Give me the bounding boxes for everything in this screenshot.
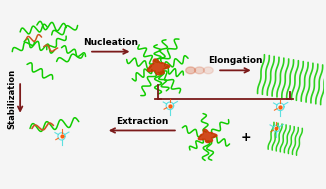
Text: Stabilization: Stabilization [8, 69, 17, 129]
Text: +: + [241, 131, 251, 144]
Polygon shape [198, 129, 217, 143]
Polygon shape [147, 59, 170, 75]
Text: Extraction: Extraction [116, 117, 169, 125]
Text: Nucleation: Nucleation [83, 38, 138, 47]
Polygon shape [186, 67, 196, 74]
Text: Elongation: Elongation [208, 57, 262, 65]
Polygon shape [203, 67, 213, 74]
Polygon shape [195, 67, 204, 74]
